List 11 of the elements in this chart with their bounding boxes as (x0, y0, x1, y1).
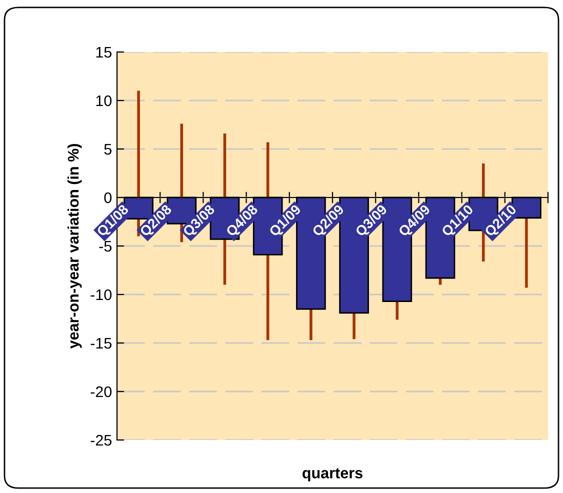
y-tick-label: 5 (104, 144, 112, 155)
y-tick-label: -25 (90, 434, 112, 446)
y-tick-label: 15 (96, 47, 112, 58)
y-tick-label: 0 (104, 192, 112, 204)
y-tick-label: -20 (90, 386, 112, 398)
y-tick-label: -10 (90, 289, 112, 300)
y-axis-title: year-on-year variation (in %) (67, 144, 82, 349)
y-tick-label: 10 (96, 95, 112, 106)
y-tick-label: -15 (90, 338, 112, 349)
x-axis-title: quarters (302, 468, 362, 482)
y-tick-label: -5 (99, 241, 112, 252)
